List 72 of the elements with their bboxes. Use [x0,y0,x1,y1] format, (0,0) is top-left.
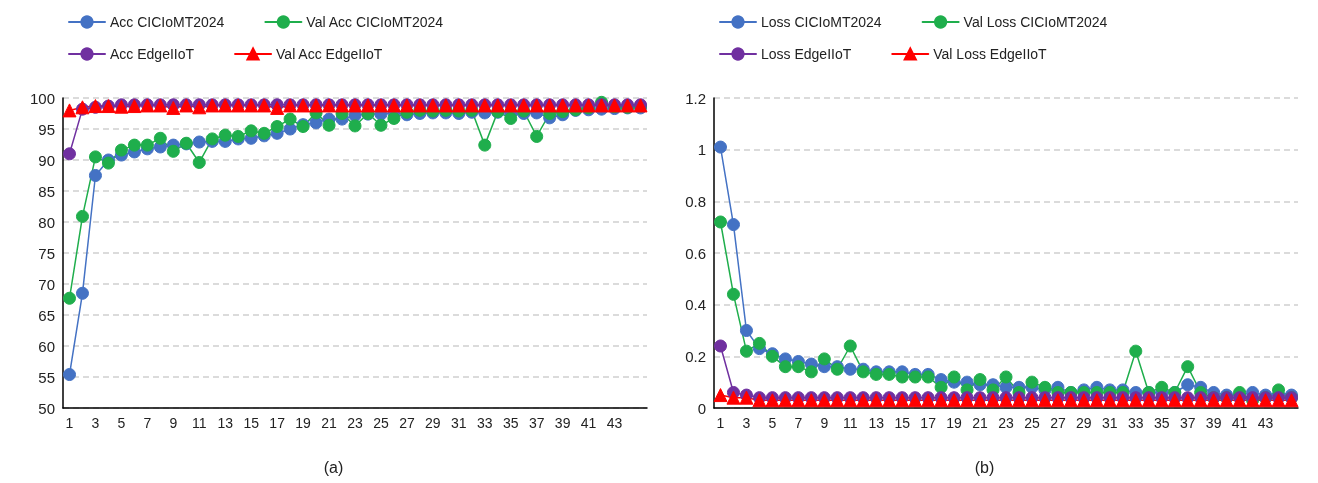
x-tick-label: 5 [117,415,126,431]
x-tick-label: 19 [295,415,312,431]
y-tick-label: 70 [38,275,55,293]
x-tick-label: 21 [321,415,338,431]
legend-label: Val Acc CICIoMT2024 [306,14,444,30]
x-tick-label: 31 [1102,415,1118,431]
x-tick-label: 15 [243,415,260,431]
y-tick-label: 60 [38,337,55,355]
x-tick-label: 35 [1153,415,1170,431]
legend-label: Loss CICIoMT2024 [761,14,882,30]
x-tick-label: 7 [143,415,152,431]
text: (a) [323,458,344,476]
x-tick-label: 23 [998,415,1014,431]
y-tick-label: 1.2 [685,89,706,107]
x-tick-label: 1 [65,415,74,431]
legend-label: Val Loss CICIoMT2024 [963,14,1108,30]
x-tick-label: 9 [169,415,178,431]
x-tick-label: 25 [1024,415,1040,431]
y-tick-label: 1 [697,141,706,159]
x-tick-label: 13 [217,415,234,431]
text: (b) [974,458,995,476]
x-tick-label: 21 [972,415,989,431]
x-tick-label: 33 [476,415,493,431]
x-tick-label: 23 [347,415,363,431]
x-tick-label: 39 [554,415,571,431]
y-tick-label: 90 [38,151,55,169]
legend-label: Acc EdgeIIoT [110,46,195,62]
x-tick-label: 11 [191,415,207,431]
x-tick-label: 17 [920,415,937,431]
x-tick-label: 7 [794,415,803,431]
y-tick-label: 55 [38,368,55,386]
x-tick-label: 3 [91,415,100,431]
x-tick-label: 1 [716,415,725,431]
x-tick-label: 5 [768,415,777,431]
y-tick-label: 0.4 [685,296,706,314]
x-tick-label: 9 [820,415,829,431]
x-tick-label: 27 [399,415,415,431]
x-tick-label: 43 [1257,415,1274,431]
x-tick-label: 31 [451,415,467,431]
x-tick-label: 19 [946,415,963,431]
y-tick-label: 65 [38,306,55,324]
y-tick-label: 0.8 [685,192,706,210]
x-tick-label: 27 [1050,415,1066,431]
y-tick-label: 100 [29,89,55,107]
y-tick-label: 0.2 [685,347,706,365]
x-tick-label: 43 [606,415,623,431]
x-tick-label: 17 [269,415,286,431]
legend-label: Acc CICIoMT2024 [110,14,225,30]
x-tick-label: 37 [1179,415,1196,431]
x-tick-label: 15 [894,415,911,431]
x-tick-label: 35 [502,415,519,431]
y-tick-label: 0 [697,399,706,417]
x-tick-label: 37 [528,415,545,431]
y-tick-label: 80 [38,213,55,231]
x-tick-label: 25 [373,415,389,431]
x-tick-label: 33 [1127,415,1144,431]
x-tick-label: 13 [868,415,885,431]
x-tick-label: 29 [425,415,441,431]
legend-label: Val Loss EdgeIIoT [933,46,1048,62]
y-tick-label: 50 [38,399,55,417]
x-tick-label: 11 [842,415,858,431]
y-tick-label: 95 [38,120,55,138]
y-tick-label: 0.6 [685,244,706,262]
legend-label: Loss EdgeIIoT [761,46,852,62]
x-tick-label: 3 [742,415,751,431]
x-tick-label: 41 [580,415,597,431]
y-tick-label: 75 [38,244,55,262]
y-tick-label: 85 [38,182,55,200]
x-tick-label: 29 [1076,415,1092,431]
x-tick-label: 41 [1231,415,1248,431]
legend-label: Val Acc EdgeIIoT [276,46,383,62]
x-tick-label: 39 [1205,415,1222,431]
